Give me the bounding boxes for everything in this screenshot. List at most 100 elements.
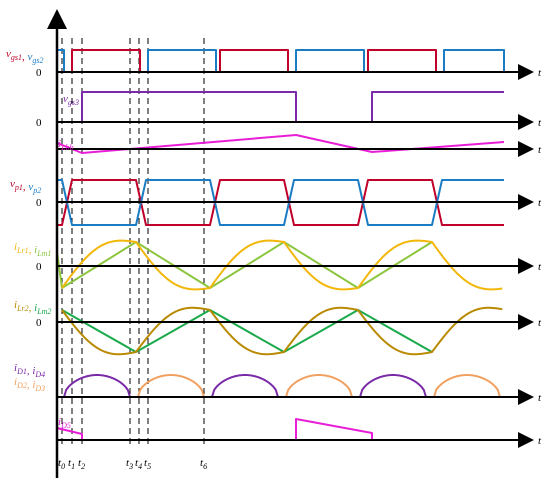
time-axis-label-5: t [538, 317, 542, 329]
time-mark-sub-5: 5 [147, 462, 151, 471]
time-mark-label-5: t5 [144, 457, 151, 471]
row-label-iD-part-1: , [27, 365, 33, 377]
row-label-iD-sub-0: D1 [16, 367, 27, 376]
iLr2-segment-1 [209, 306, 359, 356]
time-axis-label-7: t [538, 435, 542, 447]
time-mark-sub-6: 6 [203, 462, 207, 471]
zero-label-3: 0 [36, 197, 42, 209]
iLr2-segment-0 [61, 306, 211, 356]
row-label-iD: iD1, iD4 [14, 362, 45, 379]
row-label-vp-sub-2: p2 [32, 186, 41, 195]
time-mark-sub-4: 4 [138, 462, 142, 471]
row-label-iD-sub-2: D4 [34, 370, 45, 379]
vgs2-pulse-2 [295, 49, 365, 72]
row-label-vgs-part-0: v [6, 48, 11, 60]
row-label-iLr2-part-2: i [34, 302, 37, 314]
row-label-vgs-part-1: , [22, 51, 28, 63]
row-label-vgs3-sub-0: gs3 [68, 98, 79, 107]
row-label2-iD-part-0: i [14, 376, 17, 388]
row-label-iD-part-2: i [32, 365, 35, 377]
iLr1-segment-0 [61, 239, 211, 291]
iD23-pulse-0 [137, 374, 205, 398]
row-label-vgs3-part-0: v [63, 93, 68, 105]
row-label-vgs-part-2: v [28, 51, 33, 63]
iLr1-segment-1 [209, 239, 359, 291]
iD23-pulse-2 [433, 374, 501, 398]
row-label-iD5-sub-0: D5 [60, 421, 71, 430]
row-label-iLr1-sub-2: Lm1 [36, 249, 51, 258]
row-label-vp-part-0: v [10, 178, 15, 190]
vgs3-wave [57, 91, 504, 123]
time-mark-base-3: t [126, 457, 130, 469]
row-label-iLr1-sub-0: Lr1 [16, 246, 29, 255]
time-mark-base-0: t [58, 457, 62, 469]
zero-label-4: 0 [36, 261, 42, 273]
time-mark-base-6: t [200, 457, 204, 469]
time-mark-base-4: t [135, 457, 139, 469]
zero-label-0: 0 [36, 67, 42, 79]
vgs2-pulse-3 [443, 49, 505, 72]
row-label2-iD-sub-2: D3 [34, 384, 45, 393]
vgs1-pulse-2 [367, 49, 437, 72]
iLr1-segment-2 [357, 239, 503, 291]
time-mark-label-1: t1 [68, 457, 75, 471]
time-mark-base-5: t [144, 457, 148, 469]
row-label-iLr2: iLr2, iLm2 [14, 299, 51, 316]
row-label-vgs: vgs1, vgs2 [6, 48, 44, 65]
row-label-iLr1-part-1: , [29, 244, 35, 256]
row-label-vp-sub-0: p1 [14, 183, 23, 192]
time-axis-label-1: t [538, 117, 542, 129]
time-mark-label-6: t6 [200, 457, 207, 471]
time-mark-sub-2: 2 [81, 462, 85, 471]
row-label-iLr1: iLr1, iLm1 [14, 241, 51, 258]
row-label-vgs-sub-0: gs1 [11, 53, 22, 62]
vgs2-pulse-1 [147, 49, 217, 72]
row-label2-iD-part-2: i [32, 379, 35, 391]
iLr2-segment-2 [357, 306, 503, 356]
row-label2-iD-part-1: , [27, 379, 33, 391]
time-axis-label-2: t [538, 144, 542, 156]
time-mark-sub-0: 0 [61, 462, 65, 471]
row-label-iD5-part-0: i [58, 416, 61, 428]
time-mark-base-2: t [78, 457, 82, 469]
vp2-wave [57, 179, 504, 226]
row-label-iD5: iD5 [58, 416, 71, 430]
row-label-iLr1-part-0: i [14, 241, 17, 253]
time-axis-label-4: t [538, 261, 542, 273]
row-label-vp: vp1, vp2 [10, 178, 41, 195]
iLm2-wave [61, 309, 433, 353]
vgs1-pulse-0 [71, 49, 141, 72]
vp1-wave [57, 179, 504, 226]
row-label2-iD-sub-0: D2 [16, 381, 27, 390]
row-label-iLr2-sub-0: Lr2 [16, 304, 29, 313]
time-mark-label-4: t4 [135, 457, 142, 471]
time-axis-label-3: t [538, 197, 542, 209]
row-label-iLbb-sub-0: Lbb [60, 143, 73, 152]
row-label2-iD: iD2, iD3 [14, 376, 45, 393]
iLbb-wave [56, 134, 505, 154]
iD14-pulse-0 [63, 374, 131, 398]
row-label-iLr2-part-0: i [14, 299, 17, 311]
row-label-iLbb-part-0: i [58, 138, 61, 150]
row-label-vp-part-2: v [28, 181, 33, 193]
iD14-pulse-1 [211, 374, 279, 398]
row-label-iLbb: iLbb [58, 138, 74, 152]
time-mark-base-1: t [68, 457, 72, 469]
row-label-iD-part-0: i [14, 362, 17, 374]
time-axis-label-0: t [538, 67, 542, 79]
zero-label-5: 0 [36, 317, 42, 329]
time-mark-sub-1: 1 [71, 462, 75, 471]
row-label-vgs3: vgs3 [63, 93, 79, 107]
time-axis-label-6: t [538, 392, 542, 404]
time-mark-label-0: t0 [58, 457, 65, 471]
row-label-iLr2-sub-2: Lm2 [36, 307, 51, 316]
vgs1-pulse-1 [219, 49, 289, 72]
iD5-wave [56, 418, 504, 441]
row-label-iLr1-part-2: i [34, 244, 37, 256]
zero-label-1: 0 [36, 117, 42, 129]
time-mark-sub-3: 3 [128, 462, 133, 471]
iD23-pulse-1 [285, 374, 353, 398]
row-label-vgs-sub-2: gs2 [32, 56, 43, 65]
